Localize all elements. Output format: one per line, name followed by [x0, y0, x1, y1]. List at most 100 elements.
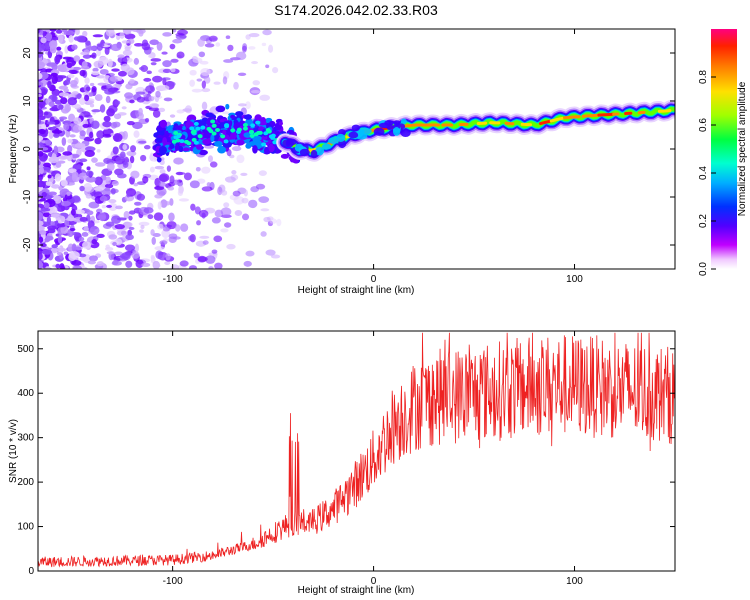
spectral-noise-blob — [102, 133, 112, 138]
spectral-noise-blob — [88, 92, 94, 97]
spectral-noise-blob — [91, 157, 98, 163]
spectral-noise-blob — [180, 223, 189, 232]
spectral-noise-blob — [168, 233, 178, 240]
spectral-band-blob — [392, 127, 401, 136]
spectral-noise-blob — [83, 182, 93, 192]
spectral-noise-blob — [150, 62, 157, 66]
spectral-noise-blob — [220, 207, 232, 217]
spectral-noise-blob — [91, 52, 97, 59]
spectral-noise-blob — [47, 225, 57, 230]
spectral-noise-blob — [213, 235, 223, 243]
spectral-noise-blob — [71, 171, 79, 180]
spectral-peak-blob — [224, 123, 230, 128]
spectral-noise-blob — [141, 262, 151, 268]
spectral-noise-blob — [154, 194, 163, 199]
spectral-noise-blob — [140, 224, 145, 230]
spectral-noise-blob — [96, 130, 105, 139]
spectral-noise-blob — [61, 137, 67, 146]
spectral-noise-blob — [49, 29, 57, 32]
spectral-noise-blob — [53, 133, 60, 138]
spectral-noise-blob — [245, 101, 251, 110]
spectral-noise-blob — [177, 29, 189, 36]
spectral-noise-blob — [108, 202, 118, 211]
spectral-noise-blob — [189, 79, 195, 87]
spectral-noise-blob — [124, 92, 134, 99]
spectral-peak-blob — [249, 129, 255, 134]
spectrogram-y-axis-label: Frequency (Hz) — [8, 115, 19, 184]
spectral-peak-blob — [197, 134, 203, 139]
spectral-noise-blob — [175, 224, 181, 232]
spectral-noise-blob — [208, 266, 214, 269]
spectral-noise-blob — [111, 68, 120, 72]
spectral-noise-blob — [130, 145, 137, 153]
spectral-cluster-blob — [195, 142, 203, 150]
spectral-noise-blob — [117, 70, 127, 77]
spectral-noise-blob — [137, 140, 147, 144]
spectral-peak-blob — [210, 119, 216, 124]
spectral-peak-blob — [242, 126, 248, 131]
spectral-noise-blob — [245, 250, 255, 257]
spectral-noise-blob — [179, 34, 187, 39]
spectral-noise-blob — [153, 212, 164, 221]
spectral-noise-blob — [110, 187, 116, 195]
spectral-noise-blob — [236, 154, 245, 164]
spectral-noise-blob — [161, 51, 168, 55]
spectral-noise-blob — [48, 156, 60, 164]
y-tick-label: 20 — [22, 47, 33, 59]
spectral-noise-blob — [122, 130, 128, 140]
spectral-noise-blob — [162, 60, 172, 68]
spectral-noise-blob — [48, 191, 57, 196]
spectral-noise-blob — [209, 161, 218, 168]
spectral-noise-blob — [82, 123, 90, 128]
spectral-noise-blob — [78, 97, 86, 106]
spectral-noise-blob — [92, 34, 104, 38]
spectral-noise-blob — [57, 34, 64, 44]
spectral-noise-blob — [106, 204, 112, 208]
colorbar: 0.0 0.2 0.4 0.6 0.8 Normalized spectral ampl… — [698, 29, 748, 276]
spectral-noise-blob — [111, 180, 119, 186]
snr-content — [38, 332, 675, 568]
spectral-noise-blob — [48, 101, 55, 107]
spectral-noise-blob — [265, 249, 276, 256]
spectral-noise-blob — [60, 216, 66, 223]
spectral-noise-blob — [94, 186, 104, 192]
spectral-noise-blob — [56, 223, 67, 228]
spectral-noise-blob — [131, 251, 140, 259]
spectral-noise-blob — [103, 115, 111, 122]
spectral-noise-blob — [167, 186, 175, 191]
spectral-noise-blob — [263, 216, 271, 223]
spectral-noise-blob — [161, 77, 171, 81]
spectral-noise-blob — [156, 41, 163, 51]
spectral-noise-blob — [189, 265, 197, 269]
spectral-noise-blob — [154, 165, 165, 170]
spectral-noise-blob — [62, 56, 72, 60]
spectral-cluster-blob — [252, 145, 258, 154]
spectral-noise-blob — [59, 116, 68, 120]
spectral-noise-blob — [225, 35, 231, 39]
spectral-cluster-blob — [167, 125, 173, 134]
spectral-noise-blob — [84, 94, 90, 102]
spectral-noise-blob — [149, 166, 155, 173]
spectrogram-content — [38, 29, 675, 269]
spectral-peak-blob — [193, 121, 199, 126]
spectral-noise-blob — [84, 146, 96, 152]
spectral-cluster-blob — [156, 157, 162, 163]
spectral-noise-blob — [85, 176, 97, 183]
spectral-noise-blob — [76, 35, 86, 43]
spectral-noise-blob — [165, 253, 171, 261]
spectral-cluster-blob — [202, 133, 212, 139]
spectral-noise-blob — [73, 55, 81, 62]
spectral-noise-blob — [47, 80, 52, 89]
spectral-cluster-blob — [210, 134, 215, 142]
chart-title: S174.2026.042.02.33.R03 — [274, 2, 438, 18]
spectral-cluster-blob — [230, 114, 235, 119]
spectral-noise-blob — [112, 259, 119, 266]
spectral-noise-blob — [89, 225, 100, 235]
spectral-noise-blob — [38, 72, 43, 80]
spectral-noise-blob — [38, 224, 45, 232]
x-tick-label: -100 — [163, 274, 183, 285]
spectral-peak-blob — [211, 123, 217, 128]
spectral-noise-blob — [272, 66, 279, 74]
spectral-noise-blob — [200, 67, 211, 77]
spectral-noise-blob — [64, 104, 71, 113]
